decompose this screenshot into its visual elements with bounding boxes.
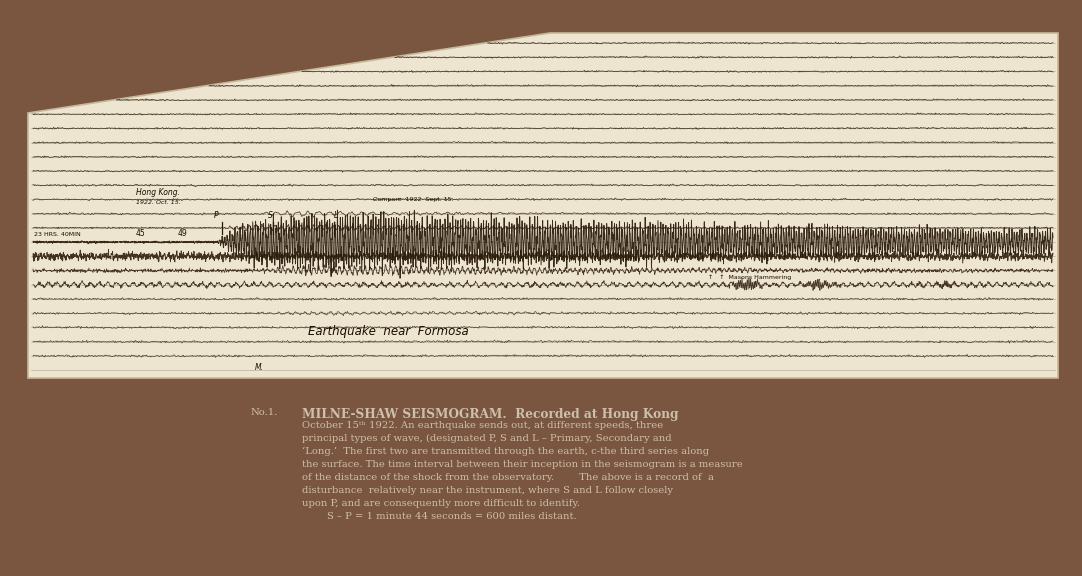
Text: Compare  1922  Sept. 15.: Compare 1922 Sept. 15.	[373, 198, 453, 202]
Text: L: L	[333, 211, 338, 220]
Polygon shape	[28, 33, 1058, 378]
Text: 49: 49	[177, 229, 187, 238]
Text: 23 HRS. 40MIN: 23 HRS. 40MIN	[34, 232, 81, 237]
Text: the surface. The time interval between their inception in the seismogram is a me: the surface. The time interval between t…	[302, 460, 742, 469]
Text: ‘Long.’  The first two are transmitted through the earth, c-the third series alo: ‘Long.’ The first two are transmitted th…	[302, 447, 709, 456]
Text: October 15ᵗʰ 1922. An earthquake sends out, at different speeds, three: October 15ᵗʰ 1922. An earthquake sends o…	[302, 421, 663, 430]
Text: 1922. Oct. 15.: 1922. Oct. 15.	[136, 200, 181, 206]
Text: upon P, and are consequently more difficult to identify.: upon P, and are consequently more diffic…	[302, 499, 580, 508]
Text: No.1.: No.1.	[250, 408, 277, 417]
Text: of the distance of the shock from the observatory.        The above is a record : of the distance of the shock from the ob…	[302, 473, 714, 482]
Text: P: P	[213, 211, 217, 220]
Text: Earthquake  near  Formosa: Earthquake near Formosa	[308, 325, 469, 338]
Text: MILNE-SHAW SEISMOGRAM.  Recorded at Hong Kong: MILNE-SHAW SEISMOGRAM. Recorded at Hong …	[302, 408, 678, 421]
Text: disturbance  relatively near the instrument, where S and L follow closely: disturbance relatively near the instrume…	[302, 486, 673, 495]
Text: S: S	[268, 211, 273, 220]
Text: ↑   ↑  Masons Hammering: ↑ ↑ Masons Hammering	[708, 274, 791, 280]
Text: principal types of wave, (designated P, S and L – Primary, Secondary and: principal types of wave, (designated P, …	[302, 434, 672, 443]
Text: 45: 45	[136, 229, 146, 238]
Text: S – P = 1 minute 44 seconds = 600 miles distant.: S – P = 1 minute 44 seconds = 600 miles …	[302, 512, 577, 521]
Text: M.: M.	[254, 363, 264, 372]
Text: Hong Kong.: Hong Kong.	[136, 188, 180, 198]
